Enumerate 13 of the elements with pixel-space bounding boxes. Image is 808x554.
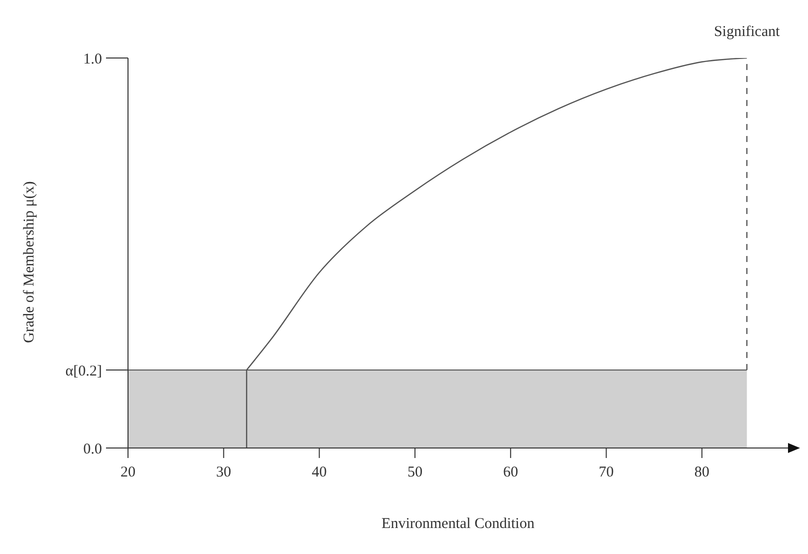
x-tick-label: 20 (120, 464, 136, 481)
x-axis-title: Environmental Condition (382, 516, 535, 532)
x-tick-label: 70 (598, 464, 614, 481)
x-tick-label: 60 (503, 464, 518, 481)
y-tick-label: α[0.2] (65, 363, 102, 380)
y-tick-label: 0.0 (83, 441, 102, 458)
x-tick-label: 50 (407, 464, 422, 481)
x-tick-label: 40 (312, 464, 327, 481)
annotation: Significant (714, 24, 781, 40)
x-tick-label: 30 (216, 464, 232, 481)
x-tick-label: 80 (694, 464, 710, 481)
y-axis-title: Grade of Membership μ(x) (21, 181, 38, 343)
y-tick-label: 1.0 (83, 51, 102, 68)
